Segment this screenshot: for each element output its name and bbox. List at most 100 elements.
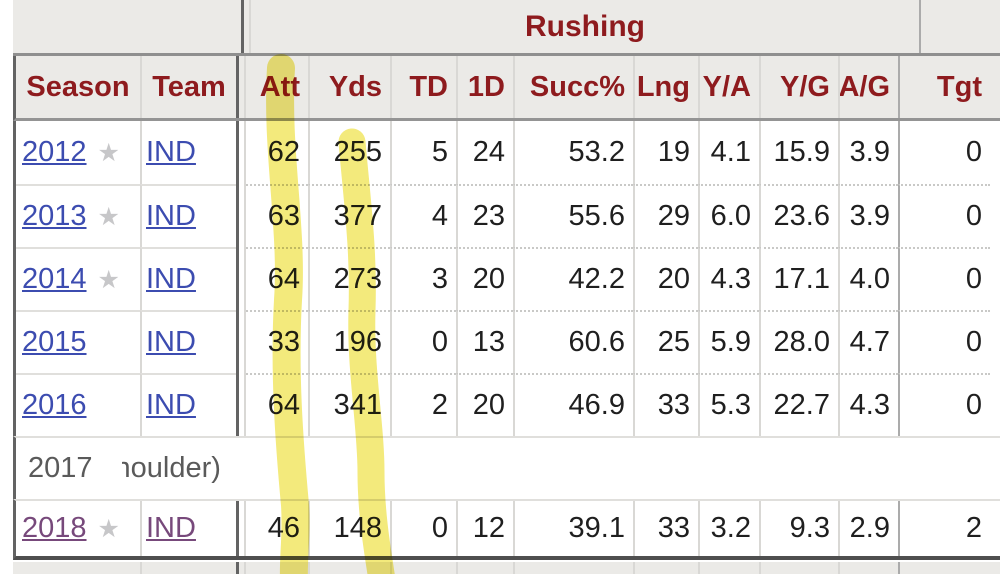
season-link[interactable]: 2013 [22, 200, 87, 232]
stat-ya: 4.3 [698, 247, 759, 310]
stat-ya: 6.0 [698, 184, 759, 247]
pane-divider [241, 0, 251, 53]
team-cell: IND [140, 247, 236, 310]
group-header-row: Rushing [13, 0, 1000, 56]
stat-yds: 377 [308, 184, 390, 247]
stat-att: 64 [246, 247, 308, 310]
table-row: 2014 ★ IND 64 273 3 20 42.2 20 4.3 17.1 … [13, 247, 1000, 310]
col-header-lng: Lng [636, 70, 690, 103]
col-header-season: Season [26, 70, 130, 103]
col-header-ag: A/G [838, 70, 890, 103]
stat-succ: 53.2 [513, 121, 633, 184]
stat-yg: 15.9 [759, 121, 838, 184]
stat-ya: 5.9 [698, 310, 759, 373]
col-header-ya: Y/A [702, 70, 751, 103]
season-link[interactable]: 2015 [22, 326, 87, 358]
stat-1d: 23 [456, 184, 513, 247]
team-link[interactable]: IND [146, 200, 196, 232]
table-row: 2015 IND 33 196 0 13 60.6 25 5.9 28.0 4.… [13, 310, 1000, 373]
stat-lng: 25 [633, 310, 698, 373]
season-cell: 2016 [16, 373, 140, 436]
missed-season-cell: 2017 houlder) [16, 438, 1000, 499]
team-link[interactable]: IND [146, 263, 196, 295]
note-partial-text: houlder) [121, 452, 221, 484]
stat-yds: 255 [308, 121, 390, 184]
stat-ag: 2.9 [838, 501, 898, 556]
team-cell: IND [140, 184, 236, 247]
stat-tgt: 2 [898, 501, 990, 556]
stat-td: 0 [390, 310, 456, 373]
stat-yg: 9.3 [759, 501, 838, 556]
pane-divider [236, 373, 246, 436]
pane-divider [236, 310, 246, 373]
stat-ya: 3.2 [698, 501, 759, 556]
stat-yg: 28.0 [759, 310, 838, 373]
stat-1d: 12 [456, 501, 513, 556]
stat-att: 33 [246, 310, 308, 373]
team-cell: IND [140, 310, 236, 373]
stat-ya: 4.1 [698, 121, 759, 184]
stat-1d: 20 [456, 247, 513, 310]
col-header-succ: Succ% [529, 70, 625, 103]
stat-td: 2 [390, 373, 456, 436]
column-header-row: Season Team Att Yds TD 1D Succ% Lng Y/A … [13, 56, 1000, 121]
season-link[interactable]: 2012 [22, 136, 87, 168]
rushing-group-cell: Rushing [251, 0, 919, 53]
season-cell: 2013 ★ [16, 184, 140, 247]
stat-ag: 3.9 [838, 184, 898, 247]
stat-succ: 60.6 [513, 310, 633, 373]
pane-divider [236, 184, 246, 247]
stat-succ: 39.1 [513, 501, 633, 556]
stat-att: 64 [246, 373, 308, 436]
season-link[interactable]: 2018 [22, 512, 87, 544]
col-header-tgt: Tgt [936, 70, 982, 103]
col-header-1d: 1D [467, 70, 505, 103]
stat-td: 5 [390, 121, 456, 184]
pane-divider [236, 56, 246, 118]
stat-tgt: 0 [898, 247, 990, 310]
stat-td: 3 [390, 247, 456, 310]
stat-att: 63 [246, 184, 308, 247]
stat-ag: 4.0 [838, 247, 898, 310]
col-header-td: TD [409, 70, 448, 103]
stat-tgt: 0 [898, 310, 990, 373]
pro-bowl-star-icon: ★ [97, 514, 120, 543]
table-row: 2013 ★ IND 63 377 4 23 55.6 29 6.0 23.6 … [13, 184, 1000, 247]
season-link[interactable]: 2016 [22, 389, 87, 421]
stat-1d: 24 [456, 121, 513, 184]
pane-divider [236, 121, 246, 184]
stat-att: 62 [267, 136, 300, 168]
team-cell: IND [140, 121, 236, 184]
stat-tgt: 0 [898, 121, 990, 184]
stat-ag: 4.7 [838, 310, 898, 373]
stat-yg: 23.6 [759, 184, 838, 247]
stat-td: 0 [390, 501, 456, 556]
season-link[interactable]: 2014 [22, 263, 87, 295]
pro-bowl-star-icon: ★ [97, 265, 120, 294]
team-link[interactable]: IND [146, 326, 196, 358]
stat-tgt: 0 [898, 373, 990, 436]
stat-yds: 341 [308, 373, 390, 436]
next-row-strip [13, 562, 1000, 574]
note-row-2017: 2017 houlder) [13, 436, 1000, 499]
team-link[interactable]: IND [146, 389, 196, 421]
stat-ya: 5.3 [698, 373, 759, 436]
stat-1d: 20 [456, 373, 513, 436]
season-cell: 2014 ★ [16, 247, 140, 310]
stat-succ: 46.9 [513, 373, 633, 436]
pane-divider [236, 501, 246, 556]
stat-tgt: 0 [898, 184, 990, 247]
stat-succ: 55.6 [513, 184, 633, 247]
team-link[interactable]: IND [146, 512, 196, 544]
stat-yg: 22.7 [759, 373, 838, 436]
team-link[interactable]: IND [146, 136, 196, 168]
col-header-yds: Yds [328, 70, 382, 103]
stat-lng: 19 [633, 121, 698, 184]
table-row: 2018 ★ IND 46 148 0 12 39.1 33 3.2 9.3 2… [13, 499, 1000, 560]
stat-ag: 4.3 [838, 373, 898, 436]
pro-bowl-star-icon: ★ [97, 138, 120, 167]
rushing-group-title: Rushing [525, 9, 645, 43]
table-row: 2012 ★ IND 62 255 5 24 53.2 19 4.1 15.9 … [13, 121, 1000, 184]
stat-yg: 17.1 [759, 247, 838, 310]
